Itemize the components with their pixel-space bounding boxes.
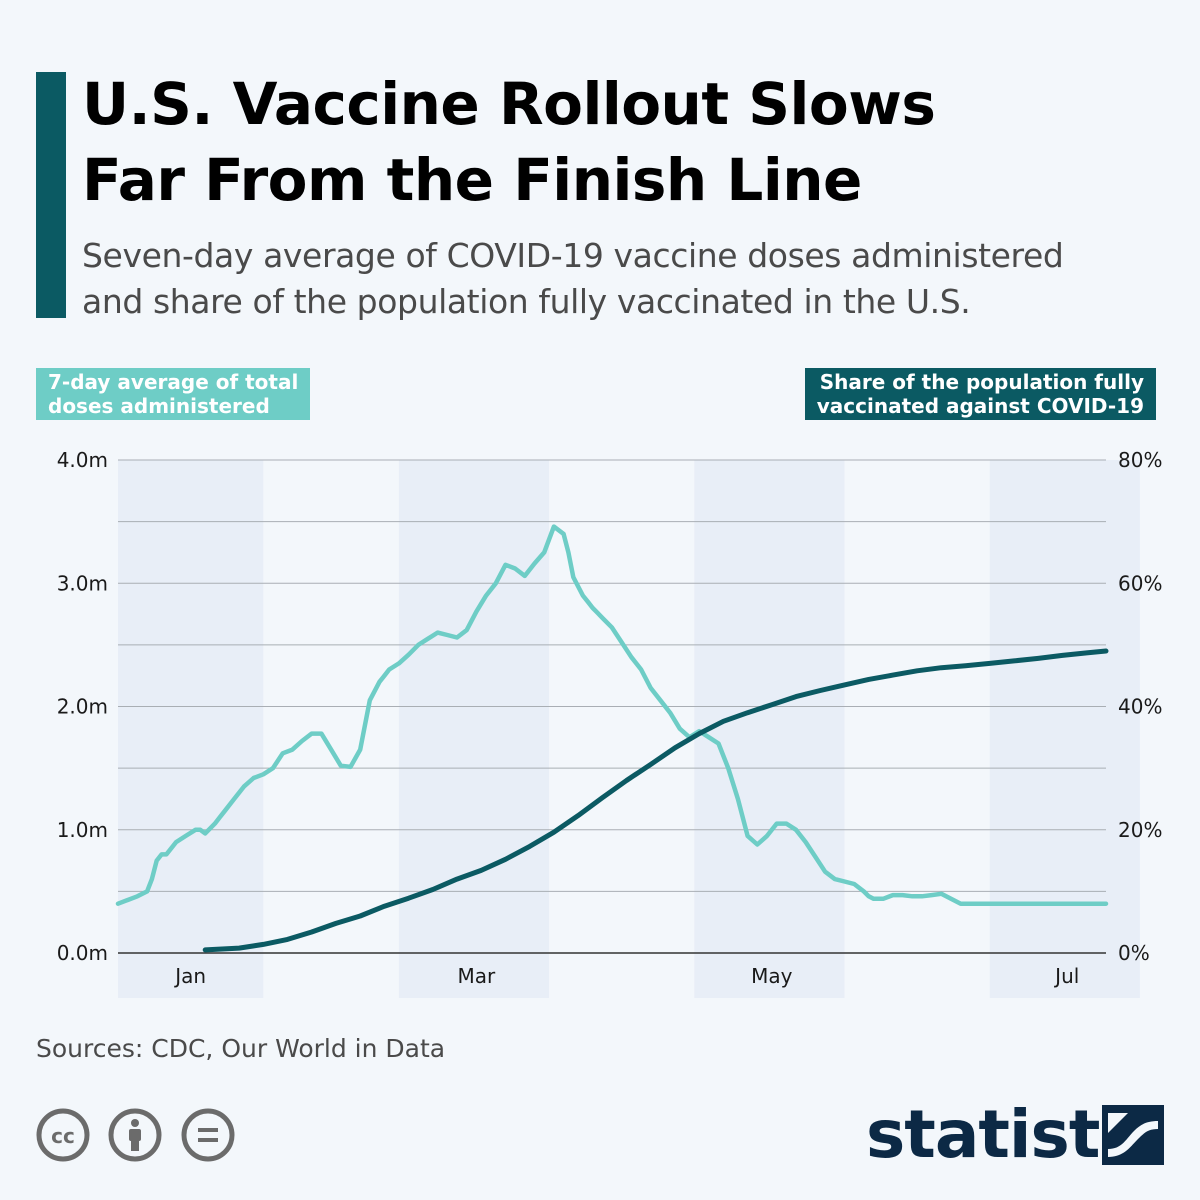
x-tick-label: May bbox=[751, 964, 793, 988]
y-right-tick-label: 60% bbox=[1118, 571, 1162, 595]
legend-doses: 7-day average of total doses administere… bbox=[36, 368, 311, 420]
series-line-doses bbox=[115, 524, 1109, 906]
series-line-share bbox=[202, 648, 1109, 953]
x-tick-label: Jan bbox=[173, 964, 206, 988]
y-right-tick-label: 20% bbox=[1118, 818, 1162, 842]
y-left-tick-label: 1.0m bbox=[57, 818, 108, 842]
legend-share: Share of the population fully vaccinated… bbox=[804, 368, 1156, 420]
grid-lines bbox=[118, 459, 1106, 954]
y-left-tick-label: 4.0m bbox=[57, 448, 108, 472]
y-axis-right: 80% 60% 40% 20% 0% bbox=[1118, 448, 1162, 965]
chart: 4.0m 3.0m 2.0m 1.0m 0.0m 80% 60% 40% 20% 0% Jan M… bbox=[57, 448, 1162, 998]
page-title: U.S. Vaccine Rollout Slows Far From the … bbox=[82, 70, 936, 214]
title-accent-bar bbox=[36, 72, 66, 318]
y-left-tick-label: 2.0m bbox=[57, 695, 108, 719]
y-left-tick-label: 3.0m bbox=[57, 571, 108, 595]
sources-note: Sources: CDC, Our World in Data bbox=[36, 1034, 446, 1063]
cc-icon: cc bbox=[36, 1108, 90, 1162]
attribution-icon bbox=[108, 1108, 162, 1162]
brand-wordmark: statista bbox=[866, 1096, 1144, 1173]
x-tick-label: Jul bbox=[1053, 964, 1079, 988]
month-bands bbox=[118, 460, 1140, 998]
month-band bbox=[989, 460, 1140, 998]
svg-text:cc: cc bbox=[51, 1124, 75, 1148]
y-right-tick-label: 0% bbox=[1118, 941, 1150, 965]
x-axis: Jan Mar May Jul bbox=[173, 964, 1079, 988]
statista-logo-icon bbox=[1102, 1105, 1164, 1165]
month-band bbox=[118, 460, 264, 998]
y-right-tick-label: 40% bbox=[1118, 695, 1162, 719]
y-right-tick-label: 80% bbox=[1118, 448, 1162, 472]
y-left-tick-label: 0.0m bbox=[57, 941, 108, 965]
page-subtitle: Seven-day average of COVID-19 vaccine do… bbox=[82, 236, 1064, 321]
month-band bbox=[398, 460, 550, 998]
no-derivatives-icon bbox=[181, 1108, 235, 1162]
x-tick-label: Mar bbox=[458, 964, 497, 988]
month-band bbox=[694, 460, 845, 998]
y-axis-left: 4.0m 3.0m 2.0m 1.0m 0.0m bbox=[57, 448, 108, 965]
